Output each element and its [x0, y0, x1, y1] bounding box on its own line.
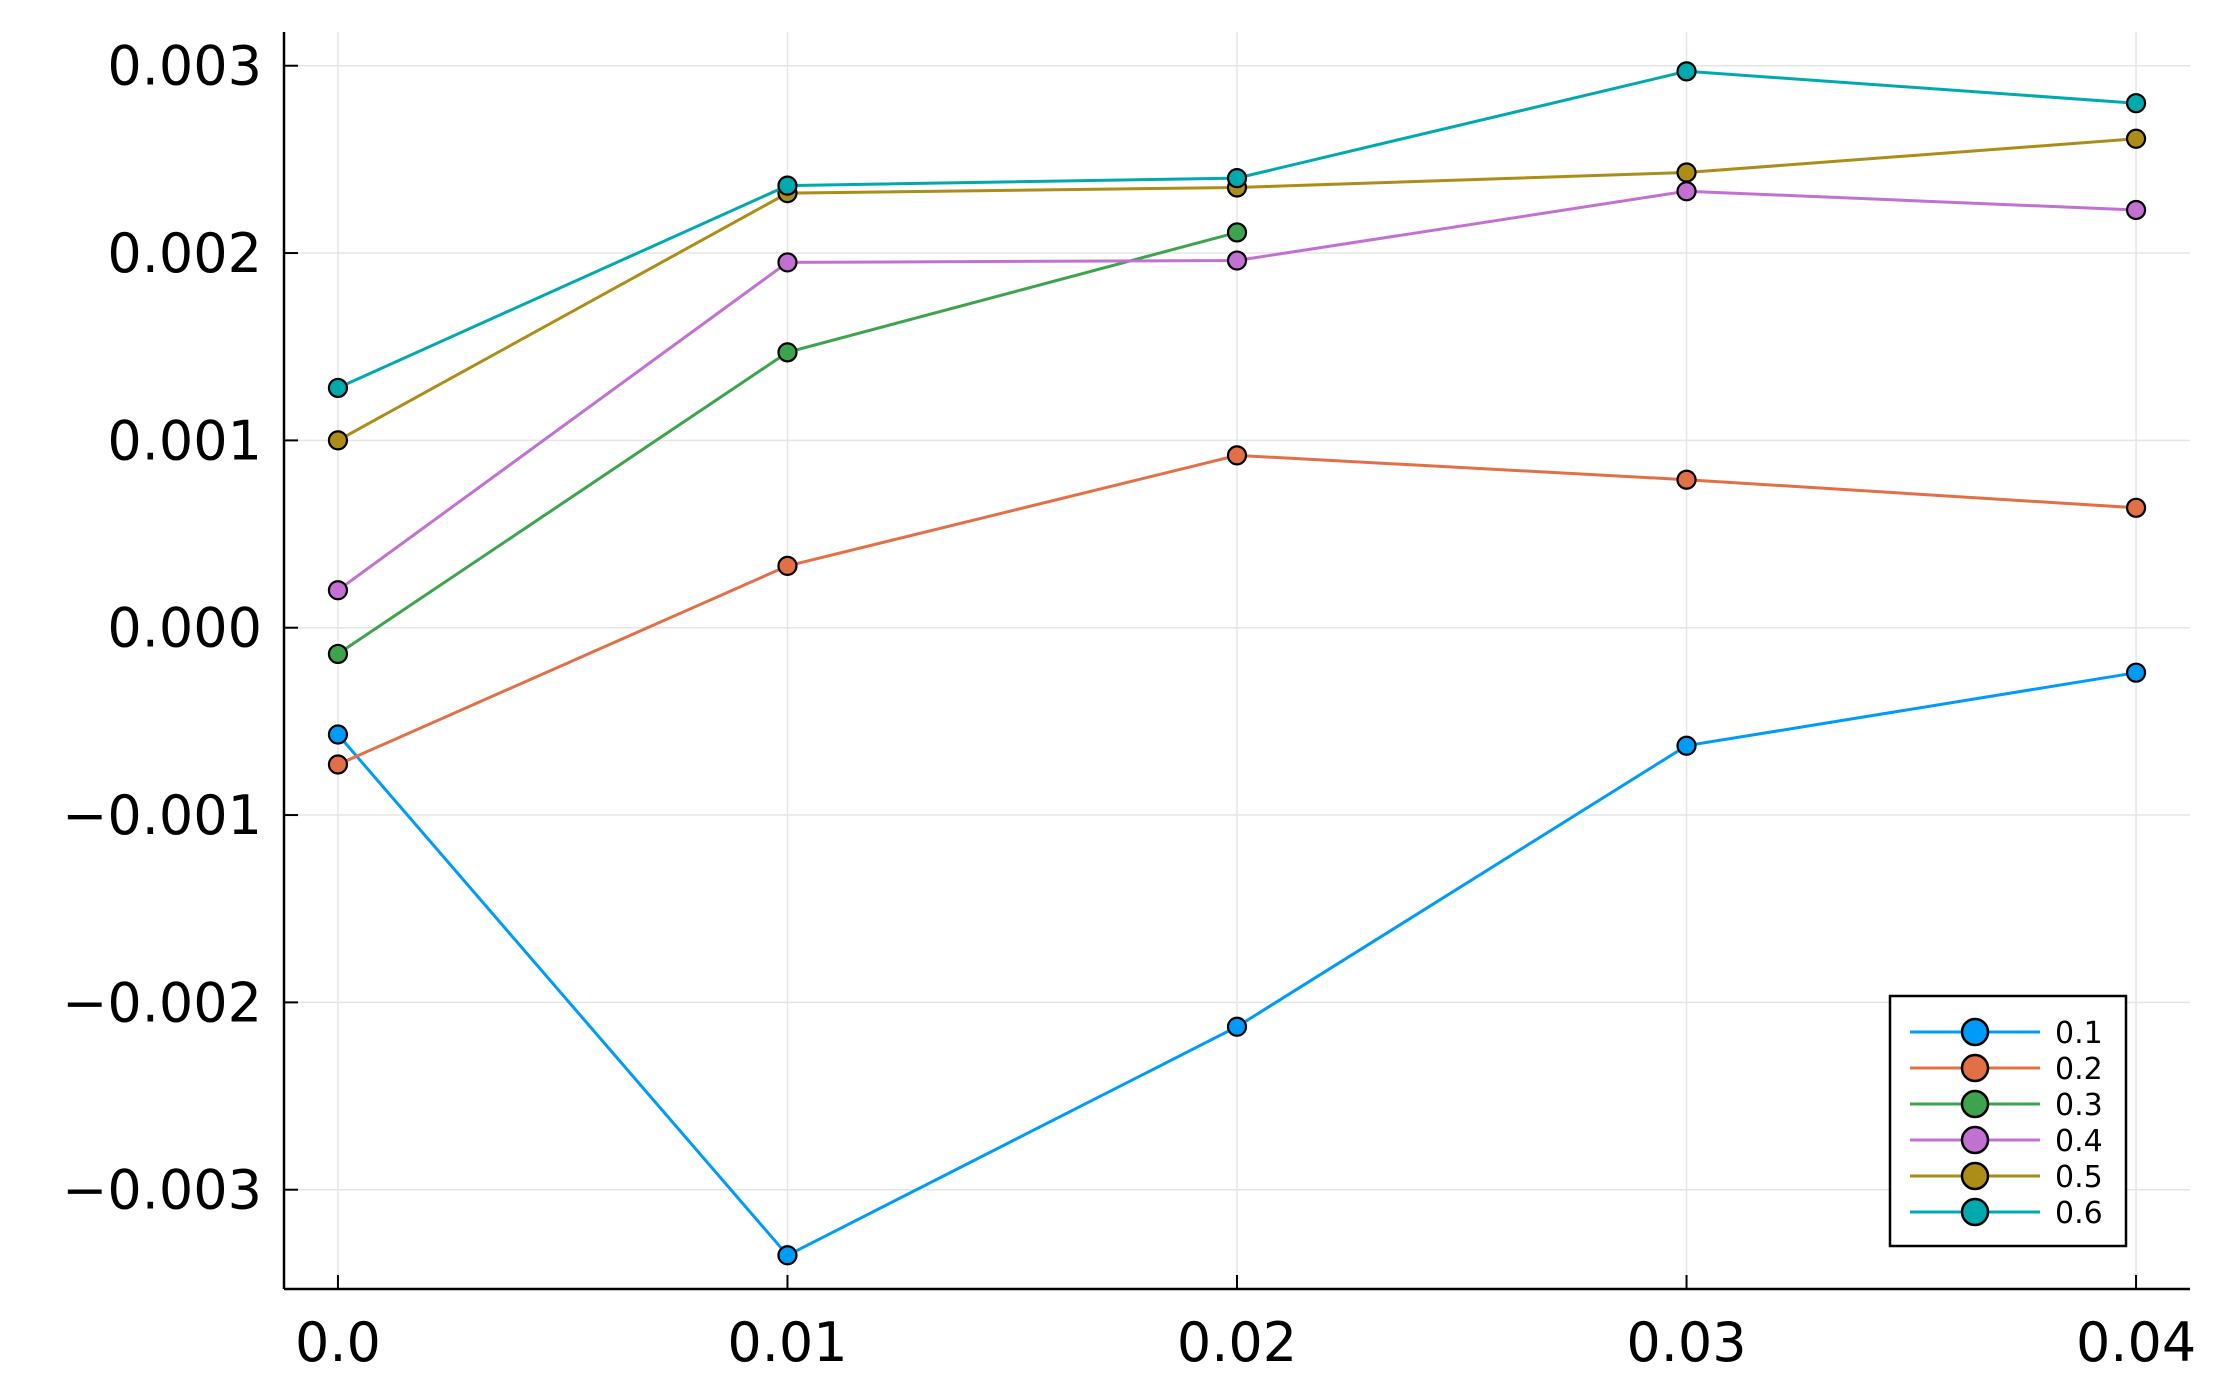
y-tick-label: 0.000	[107, 597, 262, 660]
series-0.6	[327, 61, 2147, 399]
series-layer	[327, 61, 2147, 1266]
series-0.2	[327, 445, 2147, 775]
legend-item: 0.2	[1910, 1052, 2103, 1087]
x-tick-label: 0.03	[1626, 1311, 1746, 1374]
x-tick-label: 0.01	[727, 1311, 847, 1374]
y-tick-label: 0.003	[107, 35, 262, 98]
data-point	[1676, 735, 1697, 756]
x-tick-label: 0.04	[2076, 1311, 2196, 1374]
legend-label: 0.3	[2055, 1088, 2103, 1123]
series-0.1	[327, 662, 2147, 1266]
data-point	[2125, 662, 2147, 683]
data-point	[327, 724, 349, 745]
y-tick-label: 0.001	[107, 409, 262, 472]
axis-layer: 0.0 0.01 0.02 0.03 0.04 −0.003 −0.002 −0.001 0.0…	[62, 32, 2196, 1374]
legend-swatch-marker	[1960, 1161, 1990, 1191]
legend-swatch-marker	[1960, 1089, 1990, 1119]
data-point	[327, 580, 349, 601]
legend-item: 0.5	[1910, 1160, 2103, 1195]
legend-label: 0.6	[2055, 1196, 2103, 1231]
data-point	[777, 1245, 798, 1266]
legend-box	[1888, 994, 2128, 1248]
legend: 0.10.20.30.40.50.6	[1888, 994, 2128, 1248]
data-point	[1676, 181, 1697, 202]
data-point	[1226, 222, 1248, 243]
legend-swatch-marker	[1960, 1053, 1990, 1083]
legend-label: 0.1	[2055, 1016, 2103, 1051]
legend-item: 0.4	[1910, 1124, 2103, 1159]
data-point	[2125, 93, 2147, 114]
legend-swatch-marker	[1960, 1197, 1990, 1227]
data-point	[1676, 162, 1697, 183]
legend-swatch-marker	[1960, 1125, 1990, 1155]
data-point	[1226, 1016, 1248, 1037]
legend-item: 0.6	[1910, 1196, 2103, 1231]
y-tick-label: −0.003	[62, 1159, 262, 1222]
legend-swatch-marker	[1960, 1017, 1990, 1047]
data-point	[1676, 469, 1697, 490]
y-tick-label: −0.002	[62, 971, 262, 1034]
y-tick-label: 0.002	[107, 222, 262, 285]
data-point	[327, 430, 349, 451]
data-point	[1226, 250, 1248, 271]
data-point	[777, 342, 798, 363]
data-point	[1226, 445, 1248, 466]
data-point	[777, 555, 798, 576]
data-point	[2125, 497, 2147, 518]
legend-item: 0.3	[1910, 1088, 2103, 1123]
data-point	[327, 643, 349, 665]
data-point	[1676, 61, 1697, 82]
legend-label: 0.2	[2055, 1052, 2103, 1087]
data-point	[327, 754, 349, 775]
data-point	[777, 175, 798, 196]
data-point	[327, 377, 349, 399]
series-0.3	[327, 222, 1248, 665]
data-point	[777, 252, 798, 273]
data-point	[2125, 199, 2147, 221]
data-point	[2125, 128, 2147, 149]
legend-label: 0.5	[2055, 1160, 2103, 1195]
legend-item: 0.1	[1910, 1016, 2103, 1051]
y-tick-label: −0.001	[62, 784, 262, 847]
x-tick-label: 0.02	[1177, 1311, 1297, 1374]
legend-label: 0.4	[2055, 1124, 2103, 1159]
series-0.4	[327, 181, 2147, 601]
data-point	[1226, 168, 1248, 189]
x-tick-label: 0.0	[295, 1311, 381, 1374]
